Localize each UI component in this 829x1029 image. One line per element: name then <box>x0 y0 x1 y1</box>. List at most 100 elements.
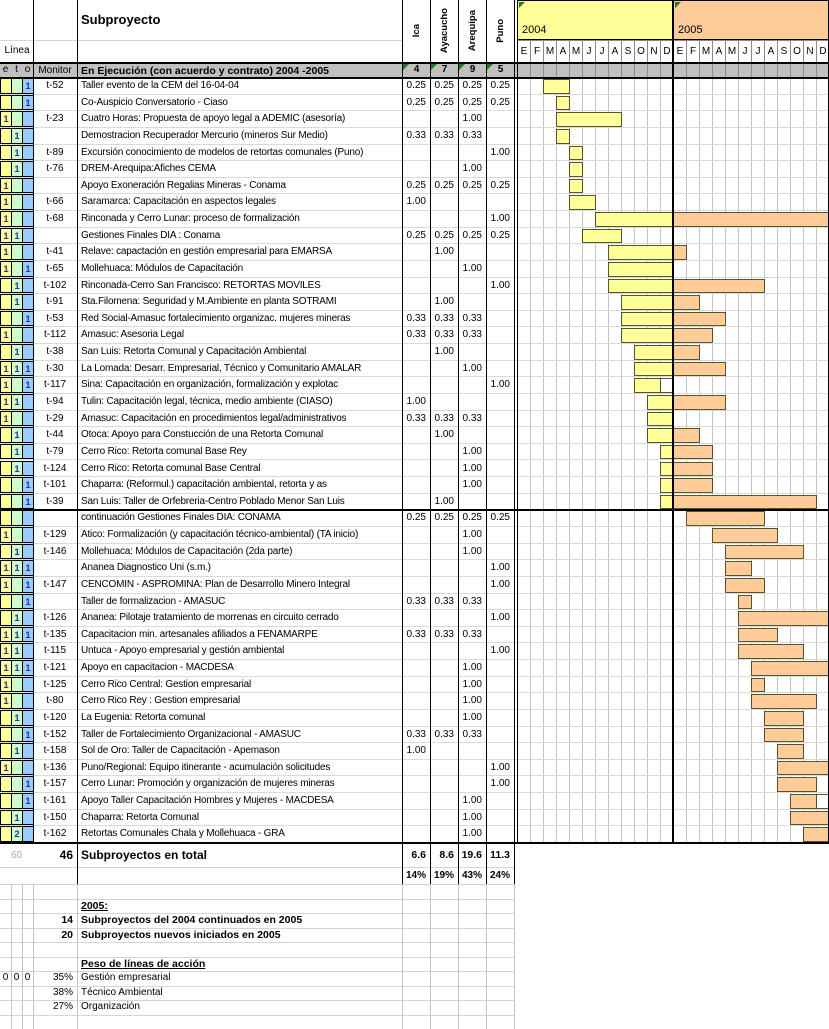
cell-monitor-code[interactable] <box>33 594 77 610</box>
cell-value-puno[interactable]: 1.00 <box>490 562 510 574</box>
cell-value-puno[interactable] <box>486 128 514 144</box>
gantt-bar-segment[interactable] <box>686 511 765 527</box>
cell-value-ayacucho[interactable]: 0.25 <box>434 229 454 241</box>
cell-value-puno[interactable]: 1.00 <box>490 761 510 773</box>
cell-value-arequipa[interactable] <box>458 610 486 626</box>
cell-value-ayacucho[interactable]: 0.33 <box>434 129 454 141</box>
cell-value-ayacucho[interactable] <box>430 377 458 393</box>
cell-subproject-name[interactable]: Taller de formalizacion - AMASUC <box>81 595 226 607</box>
percent-value[interactable]: 24% <box>489 870 510 881</box>
cell-value-ayacucho[interactable] <box>430 693 458 709</box>
cell-value-ica[interactable] <box>402 261 430 277</box>
cell-value-ayacucho[interactable] <box>430 194 458 210</box>
cell-value-ayacucho[interactable] <box>430 577 458 593</box>
comment-marker-icon[interactable] <box>487 64 493 70</box>
month-header-cell[interactable]: A <box>556 40 570 64</box>
cell-value-ica[interactable]: 0.25 <box>406 229 426 241</box>
subproject-column-header[interactable]: Subproyecto <box>81 12 161 27</box>
cell-value-ica[interactable] <box>402 810 430 826</box>
cell-subproject-name[interactable]: Excursión conocimiento de modelos de ret… <box>81 146 364 158</box>
cell-subproject-name[interactable]: Ananea Diagnostico Uni (s.m.) <box>81 562 211 574</box>
cell-value-ica[interactable] <box>402 643 430 659</box>
total-count[interactable]: 46 <box>59 848 73 862</box>
month-header-cell[interactable]: O <box>790 40 804 64</box>
footer-summary-text[interactable]: Subproyectos nuevos iniciados en 2005 <box>81 928 281 941</box>
cell-value-ayacucho[interactable]: 1.00 <box>434 246 454 258</box>
cell-value-arequipa[interactable]: 0.33 <box>462 329 482 341</box>
cell-value-arequipa[interactable] <box>458 394 486 410</box>
cell-value-arequipa[interactable]: 1.00 <box>462 163 482 175</box>
cell-subproject-name[interactable]: San Luis: Retorta Comunal y Capacitación… <box>81 346 307 358</box>
cell-monitor-code[interactable]: t-146 <box>43 545 67 557</box>
cell-value-arequipa[interactable]: 1.00 <box>462 811 482 823</box>
gantt-bar-segment[interactable] <box>803 827 829 842</box>
month-header-cell[interactable]: E <box>517 40 531 64</box>
cell-value-ica[interactable] <box>402 211 430 227</box>
cell-value-arequipa[interactable] <box>458 211 486 227</box>
cell-value-arequipa[interactable]: 0.25 <box>462 229 482 241</box>
cell-value-puno[interactable] <box>486 461 514 477</box>
cell-value-arequipa[interactable]: 0.33 <box>462 312 482 324</box>
cell-subproject-name[interactable]: Rinconada y Cerro Lunar: proceso de form… <box>81 213 300 225</box>
cell-value-puno[interactable] <box>486 444 514 460</box>
gantt-bar-segment[interactable] <box>673 295 700 310</box>
gantt-bar-segment[interactable] <box>673 428 700 443</box>
month-header-cell[interactable]: M <box>569 40 583 64</box>
cell-value-puno[interactable] <box>486 244 514 260</box>
region-count-cell[interactable]: 5 <box>497 64 504 75</box>
cell-value-puno[interactable] <box>486 810 514 826</box>
cell-value-ica[interactable] <box>402 444 430 460</box>
cell-value-ayacucho[interactable] <box>430 776 458 792</box>
cell-value-ayacucho[interactable] <box>430 826 458 842</box>
cell-value-puno[interactable] <box>486 743 514 759</box>
gantt-bar-segment[interactable] <box>738 611 829 626</box>
cell-value-ica[interactable]: 0.33 <box>406 129 426 141</box>
total-row-hidden-count[interactable]: 60 <box>10 850 23 861</box>
cell-subproject-name[interactable]: Apoyo Exoneración Regalias Mineras - Con… <box>81 179 286 191</box>
region-count-cell[interactable]: 4 <box>413 64 420 75</box>
cell-value-puno[interactable]: 1.00 <box>490 578 510 590</box>
gantt-bar-segment[interactable] <box>634 378 661 393</box>
total-value[interactable]: 8.6 <box>439 849 454 861</box>
footer-weights-heading[interactable]: Peso de líneas de acción <box>81 957 206 970</box>
month-header-cell[interactable]: A <box>712 40 726 64</box>
gantt-bar-segment[interactable] <box>751 677 765 693</box>
cell-value-ayacucho[interactable]: 1.00 <box>434 346 454 358</box>
gantt-bar-segment[interactable] <box>751 694 817 709</box>
cell-subproject-name[interactable]: San Luis: Taller de Orfebreria-Centro Po… <box>81 495 345 507</box>
cell-linea-o[interactable]: 1 <box>22 360 34 377</box>
cell-value-arequipa[interactable]: 0.33 <box>462 628 482 640</box>
cell-value-ayacucho[interactable] <box>430 610 458 626</box>
gantt-bar-segment[interactable] <box>777 760 829 776</box>
cell-value-puno[interactable] <box>486 411 514 427</box>
cell-value-puno[interactable] <box>486 826 514 842</box>
cell-value-arequipa[interactable]: 0.25 <box>462 179 482 191</box>
cell-value-ica[interactable]: 0.33 <box>406 312 426 324</box>
cell-value-ica[interactable]: 0.25 <box>406 512 426 524</box>
cell-value-puno[interactable]: 1.00 <box>490 612 510 624</box>
cell-value-puno[interactable] <box>486 544 514 560</box>
cell-value-ica[interactable] <box>402 145 430 161</box>
comment-marker-icon[interactable] <box>519 2 525 8</box>
gantt-bar-segment[interactable] <box>673 328 713 344</box>
cell-linea-t[interactable]: 1 <box>11 743 23 759</box>
footer-weight-label[interactable]: Técnico Ambiental <box>81 986 163 998</box>
cell-value-ayacucho[interactable] <box>430 643 458 659</box>
cell-value-arequipa[interactable] <box>458 560 486 576</box>
cell-value-ayacucho[interactable] <box>430 444 458 460</box>
cell-value-arequipa[interactable] <box>458 344 486 360</box>
comment-marker-icon[interactable] <box>459 64 465 70</box>
gantt-bar-segment[interactable] <box>569 145 583 161</box>
cell-monitor-code[interactable]: t-23 <box>46 113 64 125</box>
cell-value-ica[interactable] <box>402 560 430 576</box>
gantt-bar-segment[interactable] <box>673 345 700 360</box>
cell-monitor-code[interactable] <box>33 510 77 526</box>
cell-value-ayacucho[interactable]: 0.33 <box>434 595 454 607</box>
cell-value-puno[interactable] <box>486 327 514 343</box>
region-column-header[interactable]: Ica <box>402 2 430 60</box>
cell-value-ica[interactable]: 1.00 <box>406 395 426 407</box>
cell-value-ayacucho[interactable] <box>430 527 458 543</box>
cell-value-puno[interactable] <box>486 660 514 676</box>
cell-value-ayacucho[interactable] <box>430 161 458 177</box>
cell-value-ica[interactable] <box>402 527 430 543</box>
